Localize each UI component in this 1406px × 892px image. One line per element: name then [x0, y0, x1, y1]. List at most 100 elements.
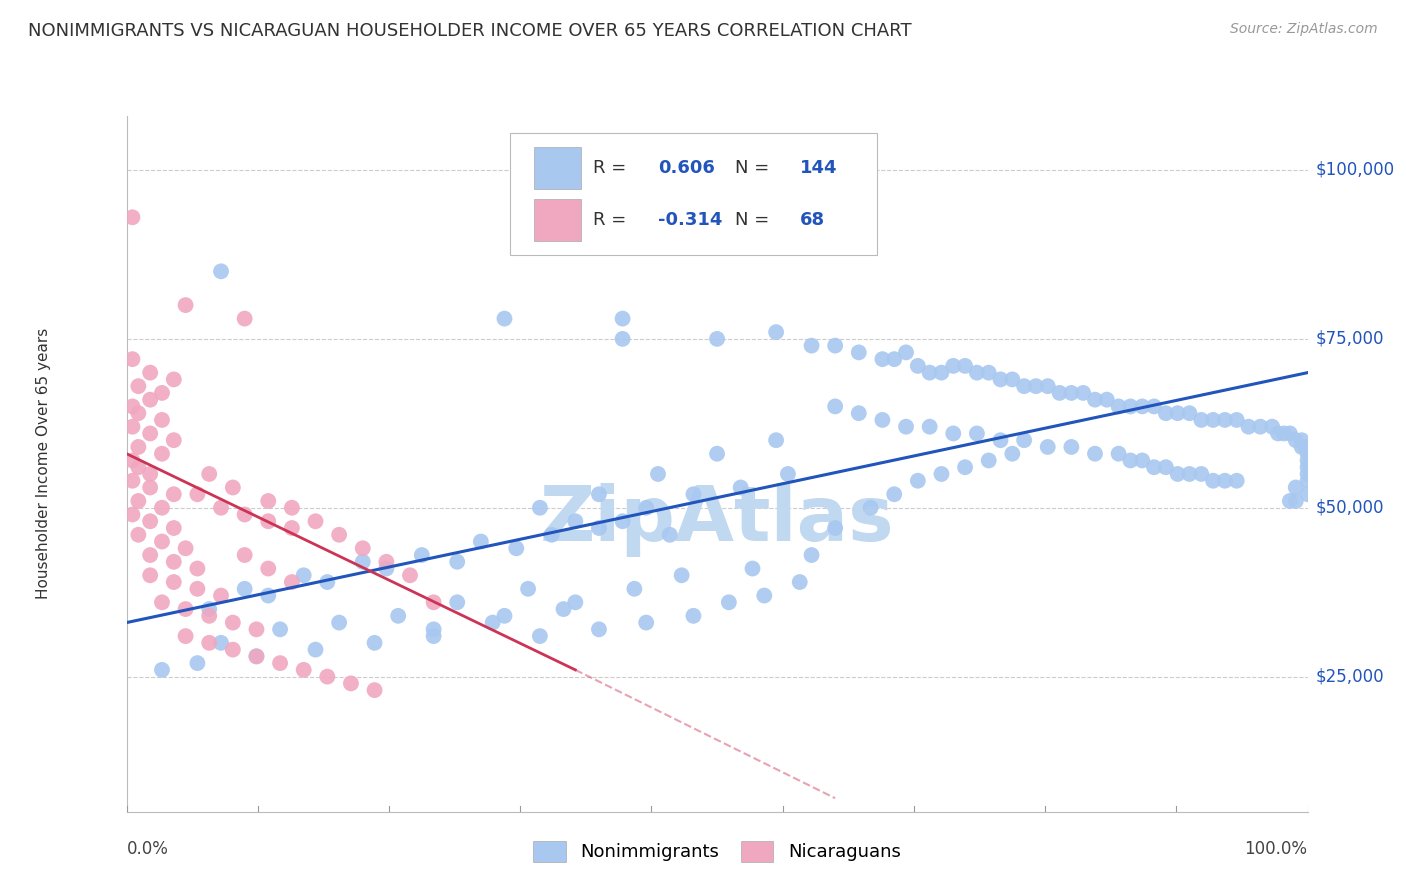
Point [540, 528, 562, 542]
Point [422, 623, 444, 637]
Bar [534, 200, 581, 241]
Point [139, 568, 162, 582]
Point [163, 575, 186, 590]
Point [990, 372, 1012, 386]
Point [352, 541, 374, 556]
Point [245, 623, 267, 637]
Point [990, 433, 1012, 447]
Point [292, 663, 315, 677]
Point [754, 589, 776, 603]
Point [824, 338, 846, 352]
Point [1296, 460, 1319, 475]
Point [741, 561, 763, 575]
Point [222, 615, 245, 630]
Point [647, 467, 669, 481]
Point [1060, 385, 1083, 400]
Point [139, 426, 162, 441]
Point [127, 494, 149, 508]
Point [281, 500, 304, 515]
Point [1143, 400, 1166, 414]
Point [1285, 494, 1308, 508]
Point [942, 426, 965, 441]
Point [776, 467, 799, 481]
Point [612, 514, 634, 528]
Point [848, 345, 870, 359]
Point [174, 541, 197, 556]
Point [328, 528, 350, 542]
Text: 144: 144 [800, 159, 837, 178]
Point [150, 595, 173, 609]
Point [872, 413, 894, 427]
Point [977, 453, 1000, 467]
Point [1036, 379, 1059, 393]
Legend: Nonimmigrants, Nicaraguans: Nonimmigrants, Nicaraguans [526, 833, 908, 869]
Point [233, 582, 256, 596]
Point [292, 568, 315, 582]
Point [328, 615, 350, 630]
Point [1178, 467, 1201, 481]
Text: Source: ZipAtlas.com: Source: ZipAtlas.com [1230, 22, 1378, 37]
Bar [534, 147, 581, 189]
Point [387, 608, 409, 623]
Point [1285, 481, 1308, 495]
Point [953, 359, 976, 373]
Point [1084, 392, 1107, 407]
Point [717, 595, 740, 609]
Point [894, 345, 917, 359]
Point [222, 481, 245, 495]
Point [824, 521, 846, 535]
Point [209, 264, 232, 278]
Point [1012, 433, 1035, 447]
Point [1226, 413, 1249, 427]
Point [245, 649, 267, 664]
Point [121, 419, 143, 434]
Point [1119, 453, 1142, 467]
Point [1167, 406, 1189, 420]
Point [1278, 426, 1301, 441]
Point [198, 467, 221, 481]
Point [139, 392, 162, 407]
Point [1071, 385, 1094, 400]
Point [1237, 419, 1260, 434]
Point [150, 663, 173, 677]
Point [564, 514, 586, 528]
Point [1001, 447, 1024, 461]
Point [1249, 419, 1271, 434]
Point [470, 534, 492, 549]
Point [257, 494, 280, 508]
Point [139, 481, 162, 495]
Point [233, 508, 256, 522]
Point [1189, 467, 1212, 481]
Point [907, 359, 929, 373]
Point [636, 500, 658, 515]
Point [658, 528, 681, 542]
Text: $100,000: $100,000 [1316, 161, 1395, 179]
Point [209, 636, 232, 650]
Point [150, 447, 173, 461]
Point [127, 460, 149, 475]
Point [281, 575, 304, 590]
Point [174, 298, 197, 312]
Point [623, 582, 645, 596]
Point [706, 332, 728, 346]
Point [1291, 440, 1313, 454]
Point [918, 419, 941, 434]
Point [1084, 447, 1107, 461]
Point [139, 366, 162, 380]
Point [953, 460, 976, 475]
Point [269, 623, 291, 637]
Point [209, 500, 232, 515]
Point [222, 642, 245, 657]
Text: N =: N = [735, 211, 775, 229]
Point [1202, 413, 1225, 427]
Point [883, 352, 905, 367]
Point [517, 582, 540, 596]
Point [186, 656, 208, 670]
Point [494, 608, 516, 623]
Text: $25,000: $25,000 [1316, 667, 1385, 686]
Point [411, 548, 433, 562]
Point [198, 636, 221, 650]
Point [186, 561, 208, 575]
Point [198, 602, 221, 616]
Point [150, 500, 173, 515]
